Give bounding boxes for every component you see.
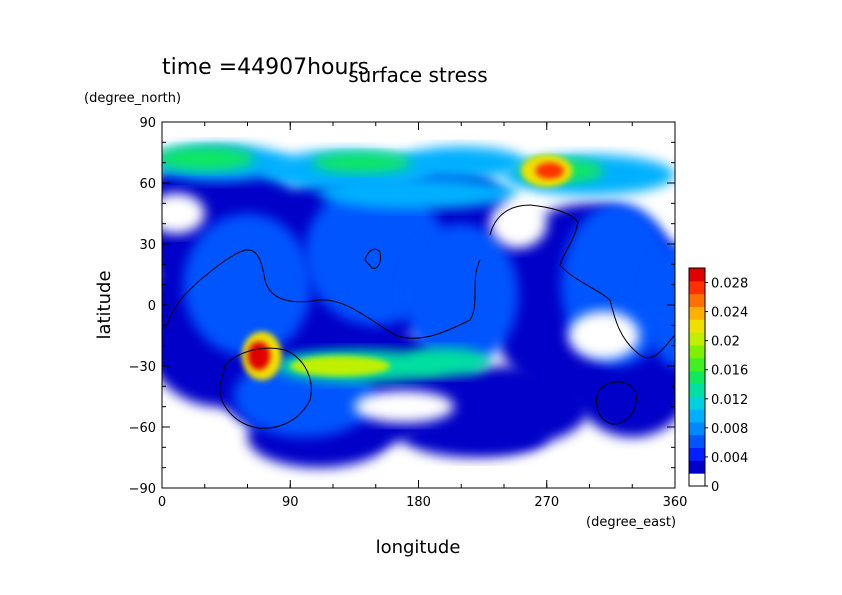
field-gap — [354, 390, 455, 423]
x-tick-label: 0 — [158, 495, 166, 510]
colorbar-swatch — [689, 293, 705, 307]
colorbar-swatch — [689, 370, 705, 384]
y-units-label: (degree_north) — [84, 91, 181, 106]
field-mid — [183, 213, 312, 356]
colorbar-swatch — [689, 447, 705, 461]
colorbar-swatch — [689, 332, 705, 346]
field-gap — [162, 193, 205, 234]
coastline-continent-east — [489, 204, 675, 358]
y-axis-label: latitude — [94, 270, 115, 339]
colorbar-frame — [688, 267, 706, 487]
field-north-peak — [535, 162, 564, 179]
field-south-core — [290, 355, 390, 377]
field-north-band — [397, 146, 526, 179]
field-mid — [404, 223, 519, 366]
colorbar-swatch — [689, 409, 705, 423]
y-tick-label: −90 — [129, 482, 156, 497]
colorbar-swatch — [689, 306, 705, 320]
field-north-core — [162, 146, 255, 171]
colorbar-swatch — [689, 357, 705, 372]
field-gap — [489, 199, 547, 249]
colorbar-swatch — [689, 434, 705, 449]
colorbar-swatch — [689, 396, 705, 410]
field-blobs — [162, 144, 675, 468]
x-tick-label: 180 — [406, 495, 431, 510]
colorbar-swatch — [689, 383, 705, 397]
colorbar-swatch — [689, 280, 705, 295]
y-tick-label: 0 — [148, 299, 156, 314]
field-south-peak — [247, 341, 271, 371]
y-tick-label: 90 — [139, 116, 156, 131]
field-base — [404, 416, 547, 458]
x-tick-label: 90 — [282, 495, 299, 510]
coastline-southern-land — [219, 347, 312, 429]
colorbar-tick-label: 0.012 — [711, 393, 748, 408]
colorbar-tick-label: 0.028 — [711, 277, 748, 292]
colorbar-swatch — [689, 473, 705, 487]
chart-title: surface stress — [348, 63, 487, 87]
field-north-band — [318, 176, 519, 210]
x-axis: 0 90 180 270 360 — [158, 122, 688, 510]
colorbar-swatch — [689, 460, 705, 474]
colorbar: 0 0.004 0.008 0.012 0.016 0.02 0.024 0.028 — [688, 267, 748, 495]
y-tick-label: 30 — [139, 238, 156, 253]
x-tick-label: 360 — [663, 495, 688, 510]
coastline-africa-like — [164, 249, 481, 339]
colorbar-swatch — [689, 344, 705, 359]
colorbar-swatch — [689, 268, 705, 282]
y-tick-label: −60 — [129, 421, 156, 436]
x-tick-label: 270 — [534, 495, 559, 510]
field-south-band — [404, 347, 490, 377]
y-axis: 90 60 30 0 −30 −60 −90 — [129, 116, 675, 497]
y-tick-label: −30 — [129, 360, 156, 375]
colorbar-tick-label: 0.02 — [711, 335, 740, 350]
colorbar-tick-label: 0.016 — [711, 364, 748, 379]
colorbar-tick-label: 0.008 — [711, 422, 748, 437]
colorbar-tick-label: 0.024 — [711, 306, 748, 321]
field-north-core — [311, 152, 412, 173]
field-gap — [568, 311, 640, 360]
x-units-label: (degree_east) — [586, 515, 676, 530]
coastline-east-island — [596, 381, 637, 425]
colorbar-tick-label: 0.004 — [711, 451, 748, 466]
x-axis-label: longitude — [376, 537, 461, 558]
colorbar-tick-label: 0 — [711, 480, 719, 495]
colorbar-swatch — [689, 421, 705, 436]
time-label: time =44907hours — [162, 55, 369, 80]
colorbar-swatch — [689, 319, 705, 333]
coastline-small-island — [364, 248, 381, 269]
y-tick-label: 60 — [139, 177, 156, 192]
coastlines — [164, 204, 675, 429]
stress-field — [162, 122, 675, 488]
field-mid — [646, 244, 675, 366]
